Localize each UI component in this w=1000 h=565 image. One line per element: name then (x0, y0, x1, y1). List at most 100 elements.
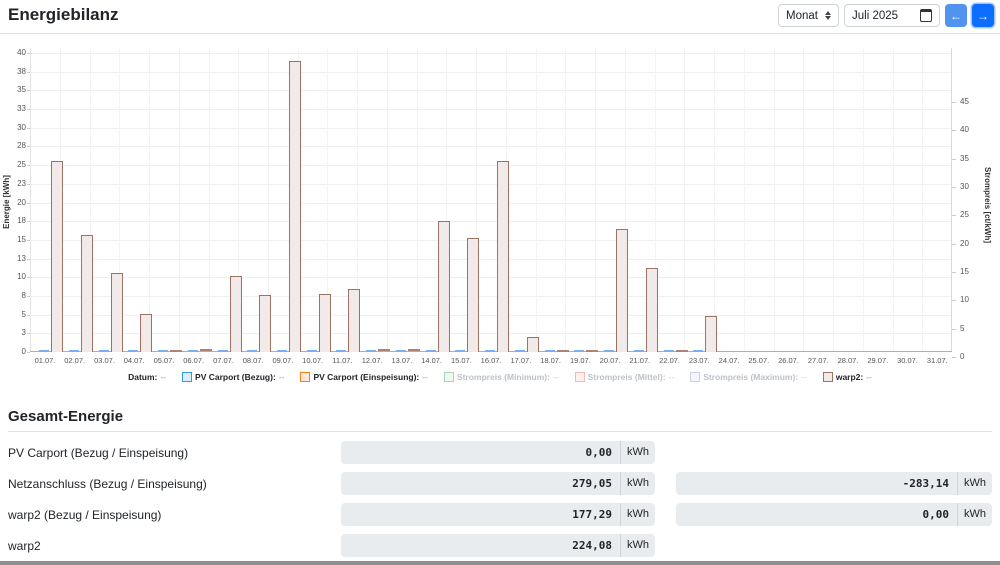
y-right-tick-label: 35 (960, 153, 969, 163)
bar-pv-bezug (633, 350, 644, 352)
y-left-tick-label: 3 (21, 328, 26, 338)
y-left-tick-label: 10 (17, 272, 26, 282)
legend-swatch-icon (690, 372, 701, 382)
legend-item: PV Carport (Einspeisung): -- (300, 372, 428, 382)
x-tick-label: 18.07. (540, 356, 562, 365)
month-picker[interactable]: Juli 2025 (844, 4, 940, 27)
y-left-tick-label: 20 (17, 197, 26, 207)
legend-swatch-icon (300, 372, 311, 382)
legend-label: Strompreis (Mittel): (587, 372, 666, 382)
x-tick-label: 11.07. (332, 356, 353, 365)
x-tick-label: 15.07. (450, 356, 472, 365)
bar-warp2 (407, 348, 420, 351)
y-left-tick-label: 33 (17, 104, 26, 114)
legend-item: Strompreis (Maximum): -- (690, 372, 807, 382)
horizontal-scrollbar[interactable] (0, 561, 1000, 565)
row-label: warp2 (Bezug / Einspeisung) (8, 507, 162, 522)
gridline-h (30, 314, 952, 316)
y-left-tick-mark (27, 352, 30, 353)
y-left-tick-label: 23 (17, 178, 26, 188)
legend-value: -- (668, 372, 675, 382)
legend-label: warp2: (835, 372, 864, 382)
y-right-tick-label: 0 (960, 352, 965, 361)
x-tick-label: 30.07. (897, 356, 918, 365)
legend-value: -- (552, 372, 559, 382)
y-left-tick-label: 40 (17, 48, 26, 57)
x-tick-label: 03.07. (94, 356, 115, 365)
bar-pv-bezug (604, 350, 615, 352)
next-month-button[interactable]: → (972, 4, 994, 27)
gridline-v (624, 48, 626, 352)
gridline-v (476, 48, 478, 352)
bar-pv-bezug (187, 350, 198, 352)
y-right-tick-label: 10 (960, 295, 969, 305)
gridline-h (30, 127, 952, 129)
y-right-tick-mark (952, 357, 956, 358)
value-field-left: 224,08 kWh (341, 534, 655, 557)
bar-warp2 (140, 313, 153, 352)
bar-pv-bezug (276, 350, 287, 352)
y-left-tick-mark (27, 127, 30, 129)
x-tick-label: 16.07. (480, 356, 502, 365)
bar-warp2 (170, 350, 182, 352)
gridline-h (30, 277, 952, 279)
gridline-v (327, 48, 329, 352)
gridline-v (833, 48, 834, 352)
y-left-tick-label: 38 (17, 66, 26, 76)
bar-warp2 (497, 161, 510, 352)
y-right-tick-label: 5 (960, 323, 965, 333)
bar-pv-bezug (395, 350, 406, 352)
gridline-v (773, 48, 775, 352)
bar-pv-bezug (514, 350, 525, 352)
y-right-tick-mark (952, 158, 956, 160)
y-left-tick-mark (27, 221, 30, 223)
y-right-tick-mark (952, 187, 956, 188)
x-tick-label: 24.07. (718, 356, 740, 365)
y-left-tick-label: 28 (17, 141, 26, 151)
bar-warp2 (110, 272, 123, 352)
gridline-v (922, 48, 924, 352)
gridline-v (595, 48, 597, 352)
gridline-h (30, 202, 952, 204)
legend-swatch-icon (574, 372, 585, 382)
gridline-v (446, 48, 448, 352)
gridline-h (30, 183, 952, 185)
x-tick-label: 25.07. (748, 356, 770, 365)
gridline-v (565, 48, 567, 352)
unit-label: kWh (957, 472, 992, 495)
total-value: 0,00 (585, 446, 613, 459)
y-right-tick-mark (952, 272, 956, 273)
y-left-tick-mark (27, 146, 30, 148)
y-left-tick-mark (27, 277, 30, 279)
x-tick-label: 20.07. (599, 356, 621, 365)
plot-area[interactable] (30, 48, 952, 352)
x-tick-label: 09.07. (272, 356, 294, 365)
legend-label: Datum: (128, 372, 158, 382)
gridline-h (30, 53, 952, 54)
gridline-v (386, 48, 388, 352)
row-label: Netzanschluss (Bezug / Einspeisung) (8, 476, 207, 491)
month-picker-value: Juli 2025 (852, 9, 899, 22)
y-left-tick-mark (27, 258, 30, 260)
prev-month-button[interactable]: ← (945, 4, 967, 27)
row-label: PV Carport (Bezug / Einspeisung) (8, 445, 189, 460)
y-left-tick-mark (27, 109, 30, 111)
y-left-tick-mark (27, 90, 30, 92)
interval-select[interactable]: Monat (778, 4, 839, 27)
table-row: warp2 (Bezug / Einspeisung) 177,29 kWh 0,00… (0, 499, 1000, 530)
y-left-tick-mark (27, 295, 30, 297)
x-tick-label: 31.07. (926, 356, 948, 365)
y-left-tick-mark (27, 71, 30, 73)
energy-chart: Energie [kWh] Strompreis [ct/kWh] Datum:… (0, 34, 1000, 390)
select-caret-icon (825, 11, 831, 20)
x-tick-label: 08.07. (242, 356, 264, 365)
totals-heading: Gesamt-Energie (8, 408, 992, 432)
bar-warp2 (675, 350, 688, 352)
y-axis-right-title: Strompreis [ct/kWh] (983, 166, 992, 243)
bar-pv-bezug (425, 350, 436, 352)
plot-left-edge (30, 48, 31, 352)
y-left-tick-label: 0 (21, 347, 26, 356)
legend-swatch-icon (182, 372, 193, 382)
plot-right-edge (951, 48, 952, 352)
legend-label: Strompreis (Maximum): (703, 372, 799, 382)
